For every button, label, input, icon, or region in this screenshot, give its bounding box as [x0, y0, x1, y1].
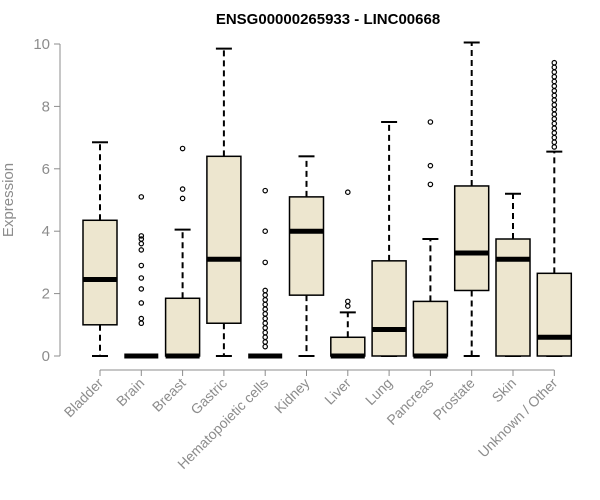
outlier-point: [551, 97, 558, 103]
outlier-point: [138, 320, 145, 327]
box-group-pancreas: [412, 119, 449, 359]
box-group-bladder: [82, 141, 118, 357]
box-group-kidney: [288, 155, 325, 357]
outlier-point: [551, 59, 558, 66]
outlier-point: [262, 320, 269, 327]
outlier-point: [262, 339, 269, 345]
outlier-point: [344, 303, 351, 309]
outlier-point: [551, 69, 558, 75]
outlier-point: [138, 240, 145, 247]
box-iqr: [536, 272, 573, 357]
box-group-skin: [495, 192, 531, 357]
outlier-point: [551, 88, 558, 94]
outlier-point: [551, 130, 558, 136]
outlier-point: [138, 286, 145, 292]
outlier-point: [138, 194, 145, 200]
outlier-point: [551, 83, 558, 89]
x-tick-label: Lung: [362, 375, 395, 408]
outlier-point: [138, 233, 145, 239]
outlier-point: [262, 287, 269, 294]
outlier-point: [138, 275, 145, 281]
outlier-point: [551, 120, 558, 127]
x-tick-label: Liver: [321, 375, 354, 408]
outlier-point: [138, 236, 145, 242]
box-group-breast: [164, 145, 201, 359]
outlier-point: [138, 247, 145, 253]
outlier-point: [262, 259, 269, 266]
box-iqr: [288, 196, 325, 296]
outlier-point: [138, 262, 145, 269]
box-group-hematopoietic-cells: [248, 187, 283, 359]
outlier-point: [179, 145, 186, 152]
x-tick-label: Breast: [149, 375, 189, 415]
outlier-point: [262, 306, 269, 313]
outlier-point: [179, 186, 186, 192]
outlier-point: [551, 111, 558, 118]
x-tick-label: Brain: [113, 375, 147, 409]
outlier-point: [262, 343, 269, 350]
y-tick-label: 6: [42, 161, 50, 178]
outlier-point: [344, 298, 351, 305]
outlier-point: [262, 311, 269, 317]
x-tick-label: Bladder: [61, 375, 107, 421]
y-tick-label: 2: [42, 286, 50, 303]
outlier-point: [551, 134, 558, 141]
chart-title: ENSG00000265933 - LINC00668: [216, 11, 440, 28]
y-axis-label: Expression: [0, 163, 17, 237]
outlier-point: [262, 334, 269, 341]
boxes: [82, 41, 573, 359]
box-group-unknown-other: [536, 59, 573, 357]
outlier-point: [262, 329, 269, 336]
box-iqr: [330, 336, 366, 357]
box-group-gastric: [206, 47, 242, 357]
box-iqr: [206, 155, 242, 324]
box-iqr: [453, 185, 490, 292]
outlier-point: [262, 315, 269, 322]
outlier-point: [551, 78, 558, 85]
box-group-lung: [371, 121, 407, 357]
outlier-point: [262, 187, 269, 194]
box-group-prostate: [453, 41, 490, 357]
outlier-point: [262, 228, 269, 235]
outlier-point: [551, 92, 558, 99]
outlier-point: [551, 125, 558, 132]
box-iqr: [371, 260, 407, 357]
x-tick-label: Kidney: [271, 375, 313, 417]
outlier-point: [138, 300, 145, 306]
outlier-point: [551, 73, 558, 80]
outlier-point: [262, 297, 269, 303]
outlier-point: [551, 116, 558, 122]
outlier-point: [551, 139, 558, 146]
outlier-point: [262, 301, 269, 308]
outlier-point: [551, 106, 558, 113]
box-iqr: [495, 238, 531, 357]
y-tick-label: 8: [42, 98, 50, 115]
outlier-point: [138, 315, 145, 322]
box-group-liver: [330, 189, 366, 359]
box-iqr: [82, 219, 118, 326]
outlier-point: [262, 292, 269, 298]
x-tick-label: Prostate: [430, 375, 478, 423]
box-group-brain: [124, 194, 159, 359]
outlier-point: [427, 181, 434, 188]
y-tick-label: 0: [42, 348, 50, 365]
outlier-point: [262, 325, 269, 331]
x-tick-label: Skin: [489, 375, 520, 406]
box-iqr: [164, 297, 201, 357]
y-tick-label: 4: [42, 223, 50, 240]
outlier-point: [344, 189, 351, 196]
y-tick-label: 10: [33, 36, 50, 53]
box-iqr: [412, 300, 449, 357]
outlier-point: [427, 162, 434, 169]
outlier-point: [179, 195, 186, 202]
outlier-point: [551, 102, 558, 108]
outlier-point: [551, 144, 558, 150]
outlier-point: [551, 64, 558, 71]
outlier-point: [427, 119, 434, 125]
